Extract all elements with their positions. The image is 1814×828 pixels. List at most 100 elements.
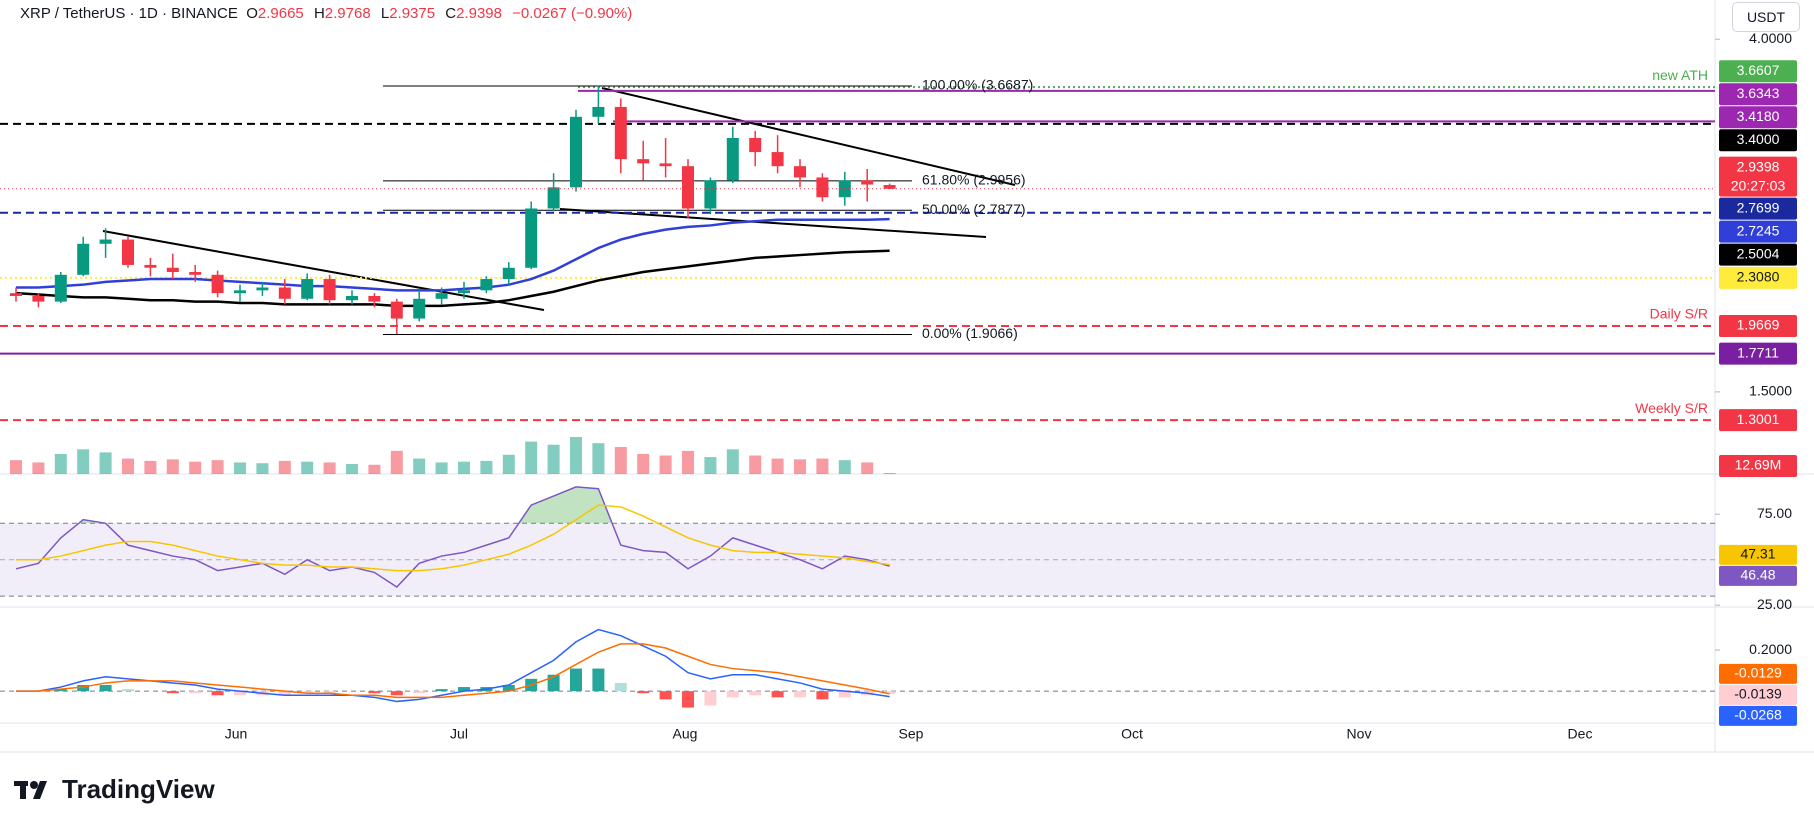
histogram-bar xyxy=(323,691,336,694)
histogram-bar xyxy=(794,691,806,698)
histogram-bar xyxy=(390,691,403,696)
candle-body xyxy=(704,180,717,209)
price-label-text: 2.7699 xyxy=(1737,199,1780,215)
candle-body xyxy=(10,293,22,296)
candle-body xyxy=(592,106,605,117)
volume-bar xyxy=(368,464,381,474)
price-label-box xyxy=(1719,197,1797,220)
candle-body xyxy=(726,137,739,181)
volume-bar xyxy=(10,460,22,474)
x-tick-label: Oct xyxy=(1121,726,1143,742)
candle-body xyxy=(301,279,314,299)
y-tick-label: 25.00 xyxy=(1757,596,1792,612)
candle-body xyxy=(502,267,515,280)
histogram-bar xyxy=(726,691,739,698)
volume-bar xyxy=(614,447,627,474)
volume-bar xyxy=(794,459,806,474)
histogram-bar xyxy=(368,691,381,694)
volume-bar xyxy=(570,437,582,474)
y-tick-label: 0.2000 xyxy=(1749,641,1792,657)
volume-bar xyxy=(726,449,739,474)
candle-body xyxy=(794,166,806,178)
volume-bar xyxy=(704,457,717,474)
price-label-box xyxy=(1719,455,1797,477)
indicator-line xyxy=(16,628,890,703)
moving-average xyxy=(15,249,890,308)
low-value: 2.9375 xyxy=(389,5,436,22)
chart: 4.0000 1.5000 new ATH Daily S/R Weekly S/R 10… xyxy=(0,0,1814,753)
x-tick-label: Dec xyxy=(1568,726,1593,742)
histogram-bar xyxy=(278,691,291,696)
candle-body xyxy=(77,243,90,275)
open-key: O xyxy=(246,5,258,22)
candle-body xyxy=(211,274,224,294)
price-label: 12.69M xyxy=(1719,455,1797,477)
candle-body xyxy=(480,279,493,291)
candle-body xyxy=(256,287,269,291)
candle-body xyxy=(547,187,560,209)
y-tick-label: 4.0000 xyxy=(1749,30,1792,46)
price-label-text: 3.6343 xyxy=(1737,85,1780,101)
histogram-bar xyxy=(166,691,179,694)
fib-label: 61.80% (2.9956) xyxy=(922,172,1026,188)
x-tick-label: Jul xyxy=(450,726,468,742)
histogram-bar xyxy=(682,691,694,708)
candle-body xyxy=(637,159,650,164)
volume-bar xyxy=(838,460,851,474)
volume-bar xyxy=(682,450,694,474)
volume-bar xyxy=(458,461,470,474)
candle-body xyxy=(659,163,672,167)
price-label-box xyxy=(1719,663,1797,684)
price-label-text: 2.5004 xyxy=(1737,245,1780,261)
header: XRP / TetherUS · 1D · BINANCE O2.9665 H2… xyxy=(20,5,638,22)
close-key: C xyxy=(445,5,457,22)
price-label-box xyxy=(1719,266,1797,289)
price-label-box xyxy=(1719,60,1797,83)
histogram-bar xyxy=(301,691,314,694)
price-label: 2.3080 xyxy=(1719,266,1797,289)
price-label-text: 2.9398 xyxy=(1737,158,1780,174)
candle-body xyxy=(144,264,157,268)
volume-bar xyxy=(771,458,784,474)
indicator-line xyxy=(16,643,890,699)
price-label-box xyxy=(1719,342,1797,365)
currency-button[interactable]: USDT xyxy=(1732,2,1800,32)
histogram-bar xyxy=(54,689,67,692)
histogram-bar xyxy=(435,689,448,692)
candle-body xyxy=(323,279,336,301)
volume-bar xyxy=(413,458,426,474)
price-label: 46.48 xyxy=(1719,565,1797,586)
price-label: 1.7711 xyxy=(1719,342,1797,365)
volume-bar xyxy=(435,462,448,474)
indicator-line xyxy=(16,504,890,572)
price-label-text: -0.0268 xyxy=(1734,707,1782,723)
histogram-bar xyxy=(614,682,627,692)
x-tick-label: Jun xyxy=(225,726,248,742)
candle-body xyxy=(278,287,291,299)
histogram-bar xyxy=(659,691,672,700)
candle-body xyxy=(234,290,246,294)
histogram-bar xyxy=(211,691,224,696)
candle-body xyxy=(570,116,582,188)
volume-bar xyxy=(861,462,874,474)
high-value: 2.9768 xyxy=(324,5,371,22)
price-label: 3.6607 xyxy=(1719,60,1797,83)
volume-bar xyxy=(54,453,67,474)
price-label: -0.0139 xyxy=(1719,684,1797,705)
price-label: 2.5004 xyxy=(1719,243,1797,266)
histogram-bar xyxy=(122,689,134,692)
volume-bar xyxy=(883,473,896,474)
candle-body xyxy=(99,239,112,244)
logo-mark xyxy=(14,780,47,799)
price-label: 47.31 xyxy=(1719,544,1797,565)
price-label-box xyxy=(1719,315,1797,338)
candle-body xyxy=(32,295,45,302)
candle-body xyxy=(614,106,627,160)
volume-bar xyxy=(301,461,314,474)
price-label-text: 3.6607 xyxy=(1737,62,1780,78)
volume-bar xyxy=(77,449,90,474)
volume-bar xyxy=(525,441,538,474)
volume-bar xyxy=(323,462,336,474)
histogram-bar xyxy=(838,691,851,698)
